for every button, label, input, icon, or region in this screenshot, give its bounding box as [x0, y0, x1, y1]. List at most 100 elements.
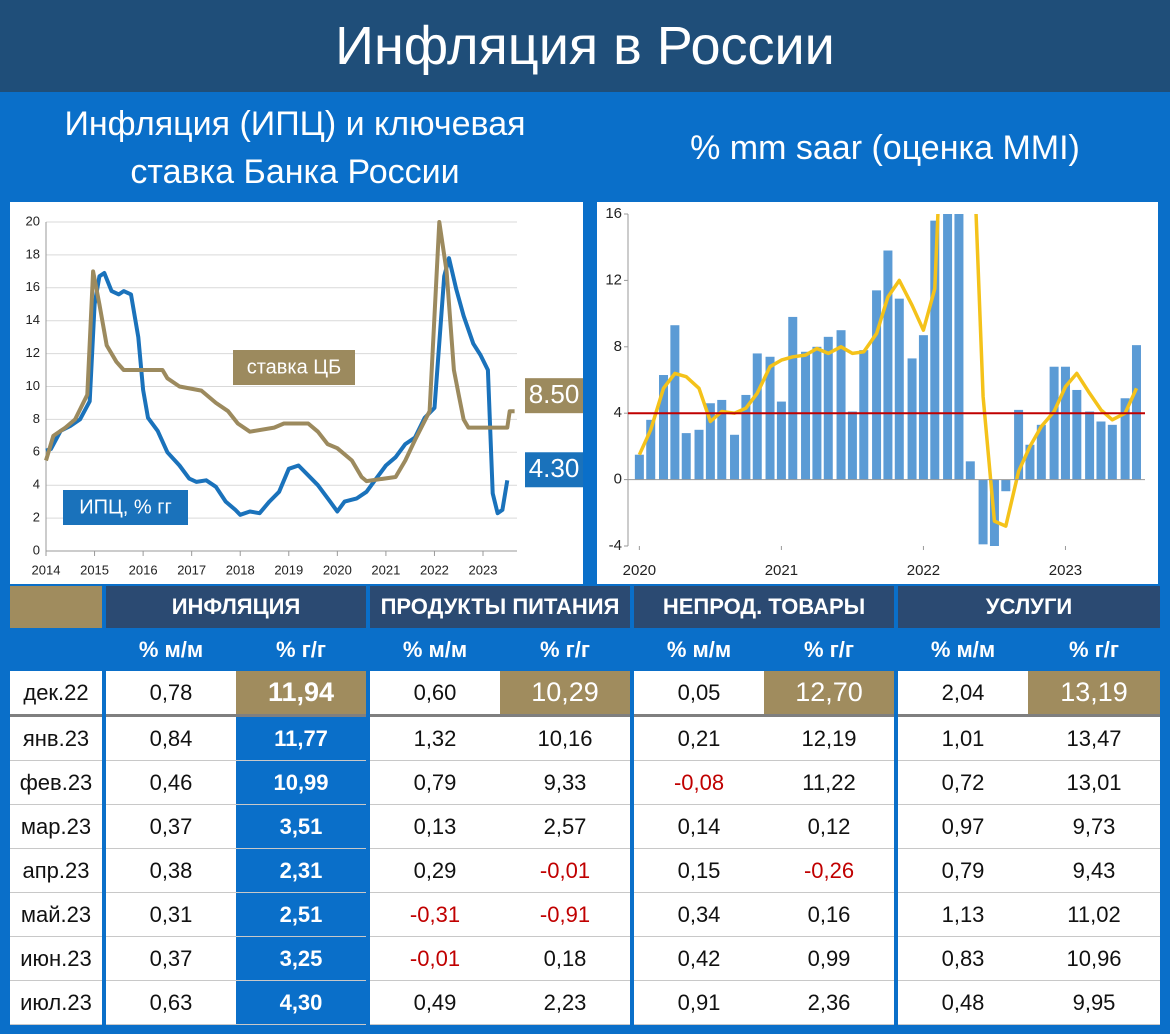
group-header-row: ИНФЛЯЦИЯ ПРОДУКТЫ ПИТАНИЯ НЕПРОД. ТОВАРЫ УС… — [10, 586, 1161, 628]
bar — [883, 250, 893, 480]
chart-title: Инфляция (ИПЦ) и ключевая ставка Банка Р… — [64, 105, 526, 191]
group-header: ИНФЛЯЦИЯ — [102, 586, 368, 628]
cell: 0,79 — [366, 760, 500, 805]
x-tick-label: 2023 — [1049, 562, 1082, 579]
cell: 11,94 — [236, 671, 368, 717]
legend-box — [63, 490, 188, 525]
x-tick-label: 2023 — [469, 562, 498, 577]
cell: 10,99 — [236, 760, 368, 805]
bar — [788, 316, 798, 480]
cell: 9,33 — [500, 760, 633, 805]
cell: 2,51 — [236, 892, 368, 937]
cell: 10,96 — [1028, 936, 1161, 981]
table-row: фев.23 0,46 10,99 0,79 9,33 -0,08 11,22 0,72 13,… — [10, 760, 1161, 805]
x-tick-label: 2020 — [323, 562, 352, 577]
subheader: % г/г — [1028, 628, 1161, 671]
chart: 0 2 4 6 8 10 12 14 16 18 20 2014 2015 2016 2017 2018 201… — [10, 202, 583, 584]
group-header: НЕПРОД. ТОВАРЫ — [630, 586, 897, 628]
cell: 0,37 — [102, 936, 236, 981]
cell: 9,73 — [1028, 804, 1161, 849]
bar — [765, 356, 775, 480]
cell: 13,01 — [1028, 760, 1161, 805]
bar — [681, 433, 691, 480]
x-tick-label: 2020 — [623, 562, 656, 579]
cell: 2,57 — [500, 804, 633, 849]
bar — [741, 394, 751, 480]
cell: 2,31 — [236, 848, 368, 893]
subheader: % м/м — [366, 628, 500, 671]
bar — [634, 454, 644, 480]
bar — [859, 350, 869, 480]
cell: 0,99 — [764, 936, 897, 981]
bar — [1085, 411, 1095, 480]
cell: 0,84 — [102, 715, 236, 761]
line — [637, 214, 1139, 528]
row-label: янв.23 — [10, 715, 104, 761]
bar — [752, 353, 762, 480]
y-tick-label: 14 — [26, 312, 40, 327]
bar — [1120, 398, 1130, 480]
cell: 0,72 — [894, 760, 1029, 805]
cell: 0,21 — [630, 715, 765, 761]
bar — [717, 399, 727, 480]
bar — [694, 429, 704, 480]
cell: 0,15 — [630, 848, 765, 893]
bar — [1049, 366, 1059, 480]
value-label-box — [525, 378, 583, 414]
bar — [1036, 424, 1046, 480]
cell: 0,16 — [764, 892, 897, 937]
legend-box — [233, 350, 355, 385]
value-label: 8.50 — [529, 379, 580, 409]
cell: 0,91 — [630, 980, 765, 1025]
table-row: июл.23 0,63 4,30 0,49 2,23 0,91 2,36 0,48 9,95 — [10, 980, 1161, 1025]
y-tick-label: 0 — [33, 542, 40, 557]
bar — [730, 434, 740, 480]
y-tick-label: 18 — [26, 246, 40, 261]
y-tick-label: 8 — [33, 411, 40, 426]
bar — [705, 403, 715, 480]
bar — [670, 325, 680, 480]
cell: 1,32 — [366, 715, 500, 761]
cell: 0,38 — [102, 848, 236, 893]
line — [44, 220, 515, 484]
bar — [894, 298, 904, 480]
subheader: % м/м — [630, 628, 765, 671]
y-tick-label: 6 — [33, 444, 40, 459]
x-tick-label: 2014 — [32, 562, 61, 577]
table-row: май.23 0,31 2,51 -0,31 -0,91 0,34 0,16 1,13 11,0… — [10, 892, 1161, 937]
value-label: 4.30 — [529, 453, 580, 483]
cell: 0,63 — [102, 980, 236, 1025]
cell: 0,42 — [630, 936, 765, 981]
cell: 0,31 — [102, 892, 236, 937]
row-label: апр.23 — [10, 848, 104, 893]
group-header: УСЛУГИ — [894, 586, 1161, 628]
cell: -0,31 — [366, 892, 500, 937]
cell: 0,49 — [366, 980, 500, 1025]
cell: 0,14 — [630, 804, 765, 849]
row-label: май.23 — [10, 892, 104, 937]
row-label: июн.23 — [10, 936, 104, 981]
bar — [1072, 389, 1082, 480]
cell: 3,25 — [236, 936, 368, 981]
y-tick-label: 8 — [614, 338, 622, 355]
y-tick-label: 4 — [614, 404, 622, 421]
x-tick-label: 2021 — [765, 562, 798, 579]
cell: 0,05 — [630, 671, 765, 717]
subheader: % м/м — [102, 628, 236, 671]
cell: 1,13 — [894, 892, 1029, 937]
y-tick-label: 10 — [26, 378, 40, 393]
table-row: янв.23 0,84 11,77 1,32 10,16 0,21 12,19 1,01 13,… — [10, 715, 1161, 761]
bar — [836, 330, 846, 480]
cell: 0,29 — [366, 848, 500, 893]
bar — [1060, 366, 1070, 480]
cell: 12,19 — [764, 715, 897, 761]
cell: 0,78 — [102, 671, 236, 717]
row-label: июл.23 — [10, 980, 104, 1025]
cell: 1,01 — [894, 715, 1029, 761]
cell: 11,02 — [1028, 892, 1161, 937]
value-label-box — [525, 452, 583, 488]
x-tick-label: 2022 — [907, 562, 940, 579]
row-label: мар.23 — [10, 804, 104, 849]
cell: 0,60 — [366, 671, 500, 717]
